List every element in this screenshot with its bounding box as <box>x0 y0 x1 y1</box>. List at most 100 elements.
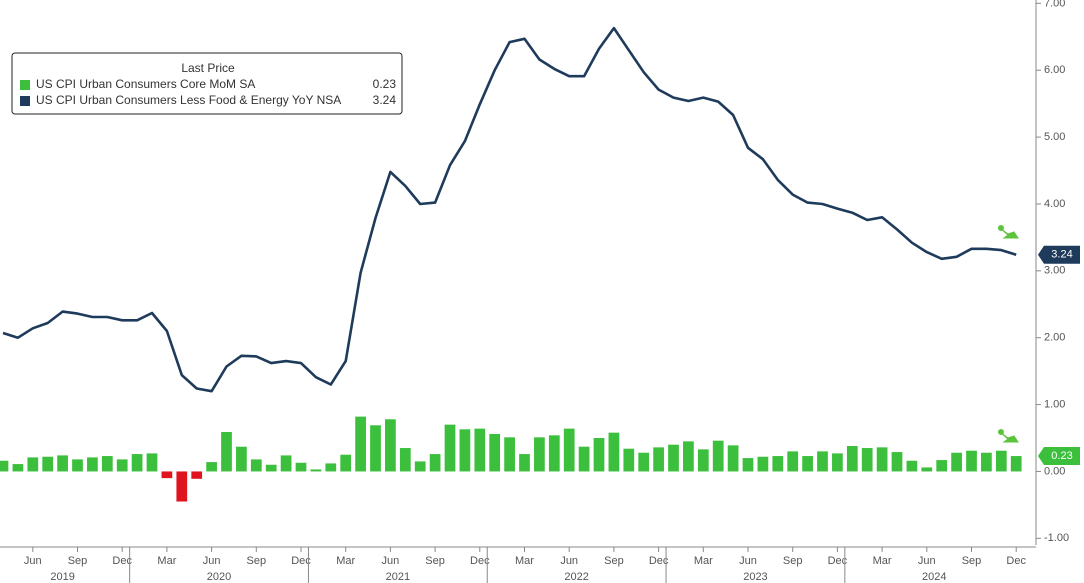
year-label: 2022 <box>564 571 588 583</box>
bar <box>936 460 948 472</box>
bar <box>399 448 411 472</box>
bar <box>668 444 679 472</box>
bar <box>370 425 381 472</box>
x-tick-label: Sep <box>247 555 267 567</box>
bar <box>191 471 203 479</box>
arrow-dot <box>998 225 1004 231</box>
y-tick-label: 3.00 <box>1044 265 1065 277</box>
x-tick-label: Jun <box>918 555 936 567</box>
bar <box>995 450 1007 472</box>
x-tick-label: Sep <box>962 555 982 567</box>
x-tick-label: Jun <box>203 555 221 567</box>
bar <box>414 461 426 472</box>
bar <box>817 451 828 472</box>
x-tick-label: Mar <box>157 555 176 567</box>
bar <box>712 440 724 472</box>
y-tick-label: 5.00 <box>1044 131 1065 143</box>
bar <box>653 447 664 472</box>
x-tick-label: Mar <box>873 555 892 567</box>
arrow-icon <box>999 227 1019 239</box>
bar <box>131 454 143 472</box>
x-tick-label: Mar <box>694 555 713 567</box>
legend-swatch <box>20 80 30 90</box>
year-label: 2024 <box>922 571 946 583</box>
bar <box>757 456 769 472</box>
legend-title: Last Price <box>181 61 235 75</box>
bar <box>638 452 650 472</box>
x-tick-label: Jun <box>739 555 757 567</box>
bar <box>489 433 501 472</box>
x-tick-label: Sep <box>68 555 88 567</box>
bar <box>593 438 605 472</box>
bar <box>221 431 232 472</box>
bar <box>295 462 307 472</box>
bar <box>250 459 262 472</box>
bar <box>474 428 486 472</box>
y-tick-label: 7.00 <box>1044 0 1065 9</box>
legend-value: 3.24 <box>373 93 397 107</box>
x-tick-label: Sep <box>604 555 624 567</box>
y-tick-label: 1.00 <box>1044 398 1065 410</box>
bar <box>906 460 918 472</box>
legend-label: US CPI Urban Consumers Core MoM SA <box>36 77 255 91</box>
bar <box>861 448 873 472</box>
bar <box>42 456 54 472</box>
bar <box>27 457 39 472</box>
bar <box>206 462 217 472</box>
bar <box>548 435 560 472</box>
bar <box>519 454 530 472</box>
bar <box>623 448 635 472</box>
bar <box>832 453 843 472</box>
legend-swatch <box>20 96 30 106</box>
value-tag-label: 0.23 <box>1051 450 1072 462</box>
bar <box>563 428 575 472</box>
value-tag-label: 3.24 <box>1051 249 1072 261</box>
bar <box>578 446 590 472</box>
legend-value: 0.23 <box>373 77 397 91</box>
bar <box>981 452 992 472</box>
bar <box>57 455 68 472</box>
legend-label: US CPI Urban Consumers Less Food & Energ… <box>36 93 341 107</box>
x-tick-label: Dec <box>649 555 669 567</box>
x-tick-label: Dec <box>291 555 311 567</box>
bar <box>265 464 277 472</box>
x-tick-label: Dec <box>1006 555 1026 567</box>
bar <box>876 447 888 472</box>
x-tick-label: Mar <box>336 555 355 567</box>
x-tick-label: Sep <box>783 555 803 567</box>
value-tag <box>1038 245 1080 264</box>
bar <box>504 437 515 472</box>
x-tick-label: Jun <box>382 555 400 567</box>
value-tag <box>1038 447 1080 466</box>
bar <box>161 471 173 479</box>
bar <box>72 459 83 472</box>
legend-box <box>11 52 403 115</box>
x-tick-label: Mar <box>515 555 534 567</box>
bar <box>101 456 113 472</box>
bar <box>236 446 247 472</box>
bar <box>683 441 694 472</box>
bar <box>429 454 441 472</box>
bar <box>1010 456 1022 472</box>
bar <box>459 429 471 472</box>
year-label: 2019 <box>50 571 74 583</box>
trend-arrows <box>998 225 1019 443</box>
bar <box>355 416 366 472</box>
bar <box>966 450 977 472</box>
x-tick-label: Dec <box>470 555 490 567</box>
bar <box>772 456 784 472</box>
bar <box>340 454 352 472</box>
bar <box>280 455 292 472</box>
y-tick-label: 0.00 <box>1044 465 1065 477</box>
y-tick-label: 4.00 <box>1044 198 1065 210</box>
bar <box>325 463 337 472</box>
bar <box>116 459 128 472</box>
legend: Last Price US CPI Urban Consumers Core M… <box>11 52 403 115</box>
bar <box>608 432 620 472</box>
x-tick-label: Dec <box>112 555 132 567</box>
bar <box>87 457 98 472</box>
bar <box>891 452 903 472</box>
bar <box>921 467 933 472</box>
bar <box>385 419 396 472</box>
x-tick-label: Dec <box>828 555 848 567</box>
